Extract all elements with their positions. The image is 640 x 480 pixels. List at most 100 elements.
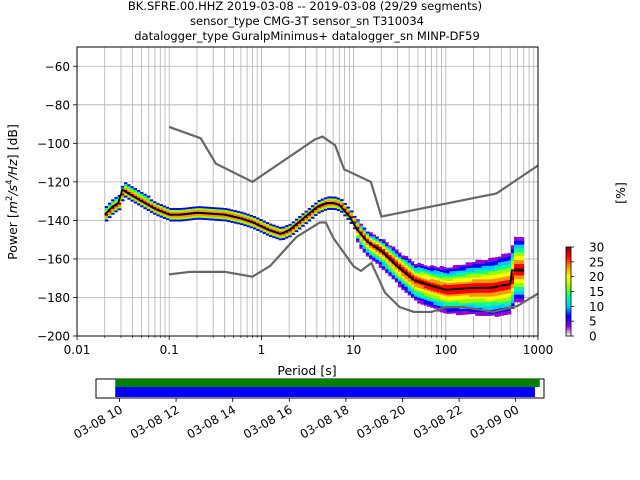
histogram-cell	[124, 185, 128, 188]
histogram-cell	[491, 288, 496, 291]
histogram-cell	[169, 217, 173, 220]
histogram-cell	[481, 311, 486, 314]
histogram-cell	[501, 296, 505, 299]
histogram-cell	[468, 285, 473, 288]
histogram-cell	[372, 234, 376, 237]
histogram-cell	[404, 261, 409, 264]
histogram-cell	[485, 279, 489, 282]
histogram-cell	[443, 303, 447, 306]
histogram-cell	[439, 273, 444, 276]
histogram-cell	[359, 237, 364, 240]
histogram-cell	[365, 246, 370, 249]
histogram-cell	[488, 279, 492, 282]
histogram-cell	[501, 288, 505, 291]
histogram-cell	[514, 288, 518, 291]
histogram-cell	[501, 267, 505, 270]
histogram-cell	[323, 197, 328, 200]
histogram-cell	[381, 248, 386, 251]
histogram-cell	[427, 277, 431, 280]
histogram-cell	[478, 292, 483, 295]
histogram-cell	[307, 219, 312, 222]
histogram-cell	[146, 201, 151, 204]
histogram-cell	[491, 265, 496, 268]
histogram-cell	[327, 196, 331, 199]
histogram-cell	[488, 296, 492, 299]
histogram-cell	[159, 211, 164, 214]
histogram-cell	[153, 210, 157, 213]
histogram-cell	[514, 271, 518, 274]
histogram-cell	[401, 266, 405, 269]
histogram-cell	[214, 210, 219, 214]
histogram-cell	[369, 251, 373, 254]
histogram-cell	[133, 199, 138, 202]
histogram-cell	[472, 300, 476, 303]
histogram-cell	[143, 199, 148, 202]
histogram-cell	[201, 208, 206, 211]
histogram-cell	[327, 205, 331, 209]
histogram-cell	[130, 197, 135, 200]
histogram-cell	[385, 265, 389, 268]
histogram-cell	[446, 304, 451, 307]
histogram-cell	[488, 263, 492, 266]
histogram-cell	[472, 296, 476, 299]
histogram-cell	[140, 193, 144, 196]
histogram-cell	[288, 231, 293, 234]
histogram-cell	[362, 250, 367, 253]
histogram-cell	[378, 242, 383, 245]
histogram-cell	[410, 297, 415, 301]
histogram-cell	[282, 228, 286, 231]
histogram-cell	[130, 191, 135, 194]
histogram-cell	[204, 208, 209, 211]
histogram-cell	[436, 295, 441, 299]
histogram-cell	[510, 276, 515, 279]
histogram-cell	[336, 195, 341, 198]
histogram-cell	[133, 203, 138, 206]
histogram-cell	[462, 293, 467, 296]
histogram-cell	[198, 219, 202, 222]
histogram-cell	[427, 295, 431, 298]
histogram-cell	[394, 259, 399, 262]
histogram-cell	[211, 208, 215, 211]
histogram-cell	[456, 313, 460, 316]
histogram-cell	[343, 200, 347, 203]
histogram-cell	[375, 242, 380, 245]
histogram-cell	[449, 275, 454, 278]
histogram-cell	[104, 205, 109, 209]
histogram-cell	[401, 274, 405, 277]
histogram-cell	[494, 257, 499, 260]
colorbar-tick-label: 10	[589, 300, 604, 314]
timeline-tick-label: 03-08 16	[241, 402, 295, 441]
histogram-cell	[362, 244, 367, 247]
histogram-cell	[420, 273, 425, 276]
histogram-cell	[401, 287, 405, 291]
histogram-cell	[385, 261, 389, 264]
histogram-cell	[504, 287, 509, 291]
histogram-cell	[501, 302, 505, 305]
histogram-cell	[259, 220, 264, 223]
histogram-cell	[433, 306, 438, 309]
histogram-cell	[497, 300, 502, 303]
histogram-cell	[230, 222, 235, 225]
histogram-cell	[262, 220, 267, 223]
histogram-cell	[311, 205, 315, 208]
histogram-cell	[433, 277, 438, 280]
histogram-cell	[224, 217, 228, 220]
histogram-cell	[127, 189, 132, 192]
histogram-cell	[282, 230, 286, 233]
chart-title: BK.SFRE.00.HHZ 2019-03-08 -- 2019-03-08 …	[128, 0, 482, 43]
histogram-cell	[178, 211, 183, 214]
histogram-cell	[146, 210, 151, 213]
histogram-cell	[520, 265, 525, 268]
histogram-cell	[446, 290, 451, 293]
histogram-cell	[156, 206, 161, 209]
histogram-cell	[362, 235, 367, 238]
histogram-cell	[446, 292, 451, 295]
histogram-cell	[475, 288, 480, 291]
histogram-cell	[272, 228, 277, 231]
histogram-cell	[465, 266, 470, 269]
histogram-cell	[446, 302, 451, 305]
histogram-cell	[497, 294, 502, 298]
histogram-cell	[359, 225, 364, 228]
histogram-cell	[365, 250, 370, 253]
histogram-cell	[349, 223, 354, 226]
